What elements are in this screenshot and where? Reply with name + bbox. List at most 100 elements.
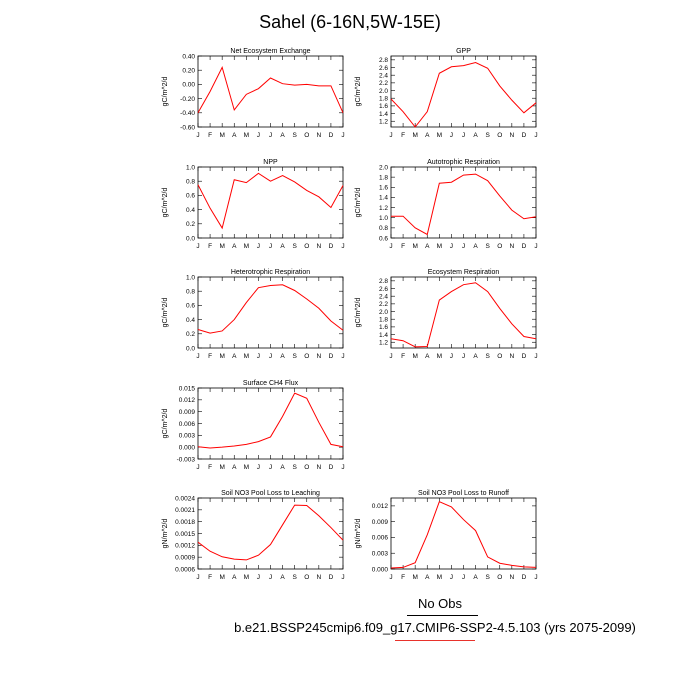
y-tick-label: 1.2 [379, 340, 388, 347]
y-tick-label: 0.000 [372, 566, 389, 573]
y-axis-label: gC/m^2/d [162, 77, 169, 107]
x-tick-label: S [292, 353, 297, 360]
x-tick-label: A [473, 132, 478, 139]
x-tick-label: O [304, 353, 309, 360]
x-tick-label: O [497, 574, 502, 581]
x-tick-label: J [269, 464, 272, 471]
y-tick-label: 0.015 [179, 385, 196, 392]
x-tick-label: A [232, 132, 237, 139]
x-tick-label: A [232, 574, 237, 581]
panel-ch4: Surface CH4 Flux gC/m^2/d -0.003 0.000 0.003… [162, 380, 345, 471]
y-tick-label: 0.8 [186, 179, 195, 186]
x-tick-label: S [485, 353, 490, 360]
y-tick-label: 0.6 [379, 235, 388, 242]
x-tick-label: F [401, 132, 405, 139]
x-tick-label: F [208, 464, 212, 471]
x-tick-label: J [389, 243, 392, 250]
y-tick-label: 0.6 [186, 303, 195, 310]
y-tick-label: 0.000 [179, 444, 196, 451]
x-tick-label: A [280, 574, 285, 581]
series-line [197, 65, 344, 114]
x-tick-label: J [341, 353, 344, 360]
y-tick-label: 0.0015 [175, 531, 195, 538]
y-tick-label: 1.2 [379, 119, 388, 126]
y-tick-label: 2.8 [379, 278, 388, 285]
y-tick-label: 2.0 [379, 88, 388, 95]
x-tick-label: J [269, 353, 272, 360]
x-tick-label: J [196, 574, 199, 581]
y-tick-label: 0.006 [179, 421, 196, 428]
y-axis-label: gN/m^2/d [162, 519, 169, 549]
y-tick-label: 0.8 [186, 289, 195, 296]
obs-legend-line [407, 615, 478, 616]
x-tick-label: J [196, 132, 199, 139]
plot-frame [390, 55, 537, 128]
y-axis-label: gC/m^2/d [355, 298, 362, 328]
panel-title: Autotrophic Respiration [427, 159, 500, 166]
panel-title: GPP [456, 48, 471, 55]
panel-title: NPP [263, 159, 278, 166]
x-tick-label: J [462, 243, 465, 250]
series-line [197, 504, 344, 561]
x-tick-label: J [450, 353, 453, 360]
x-tick-label: M [244, 464, 249, 471]
y-tick-label: 0.4 [186, 207, 195, 214]
y-tick-label: 0.012 [372, 503, 389, 510]
y-tick-label: 0.0021 [175, 507, 195, 514]
x-tick-label: N [509, 243, 514, 250]
x-tick-label: O [497, 353, 502, 360]
series-line [197, 392, 344, 449]
x-tick-label: A [232, 243, 237, 250]
y-tick-label: 0.009 [179, 409, 196, 416]
x-tick-label: F [401, 574, 405, 581]
y-tick-label: 1.6 [379, 324, 388, 331]
x-tick-label: N [316, 353, 321, 360]
panel-gpp: GPP gC/m^2/d 1.21.41.61.82.02.22.42.62.8 J F… [355, 48, 538, 139]
x-tick-label: A [232, 464, 237, 471]
x-tick-label: N [509, 353, 514, 360]
plot-frame [197, 166, 344, 239]
x-tick-label: J [450, 574, 453, 581]
x-tick-label: A [280, 353, 285, 360]
y-tick-label: 0.0 [186, 235, 195, 242]
y-tick-label: -0.20 [180, 96, 195, 103]
x-tick-label: S [292, 464, 297, 471]
y-tick-label: 0.8 [379, 225, 388, 232]
x-tick-label: A [425, 353, 430, 360]
x-tick-label: S [485, 574, 490, 581]
y-tick-label: 0.003 [179, 433, 196, 440]
x-tick-label: J [534, 132, 537, 139]
x-tick-label: A [473, 353, 478, 360]
run-legend-line [395, 640, 475, 641]
x-tick-label: M [412, 574, 417, 581]
x-tick-label: D [522, 132, 527, 139]
x-tick-label: J [269, 132, 272, 139]
x-tick-label: A [280, 132, 285, 139]
x-tick-label: J [257, 464, 260, 471]
y-axis-label: gN/m^2/d [355, 519, 362, 549]
x-tick-label: S [485, 132, 490, 139]
plot-frame [197, 276, 344, 349]
y-tick-label: 2.6 [379, 65, 388, 72]
x-tick-label: J [269, 243, 272, 250]
y-tick-label: 0.0 [186, 345, 195, 352]
x-tick-label: N [316, 574, 321, 581]
x-tick-label: D [329, 353, 334, 360]
x-tick-label: M [219, 132, 224, 139]
x-tick-label: S [292, 243, 297, 250]
y-tick-label: 2.0 [379, 309, 388, 316]
panel-title: Surface CH4 Flux [243, 380, 299, 387]
y-tick-label: 0.00 [182, 82, 195, 89]
plot-frame [390, 497, 537, 570]
panel-title: Soil NO3 Pool Loss to Runoff [418, 490, 509, 497]
y-tick-label: 1.8 [379, 174, 388, 181]
y-axis-label: gC/m^2/d [162, 188, 169, 218]
x-tick-label: J [341, 243, 344, 250]
x-tick-label: F [208, 243, 212, 250]
x-tick-label: J [462, 353, 465, 360]
x-tick-label: A [425, 574, 430, 581]
x-tick-label: A [473, 574, 478, 581]
x-tick-label: M [244, 132, 249, 139]
series-line [390, 501, 537, 569]
